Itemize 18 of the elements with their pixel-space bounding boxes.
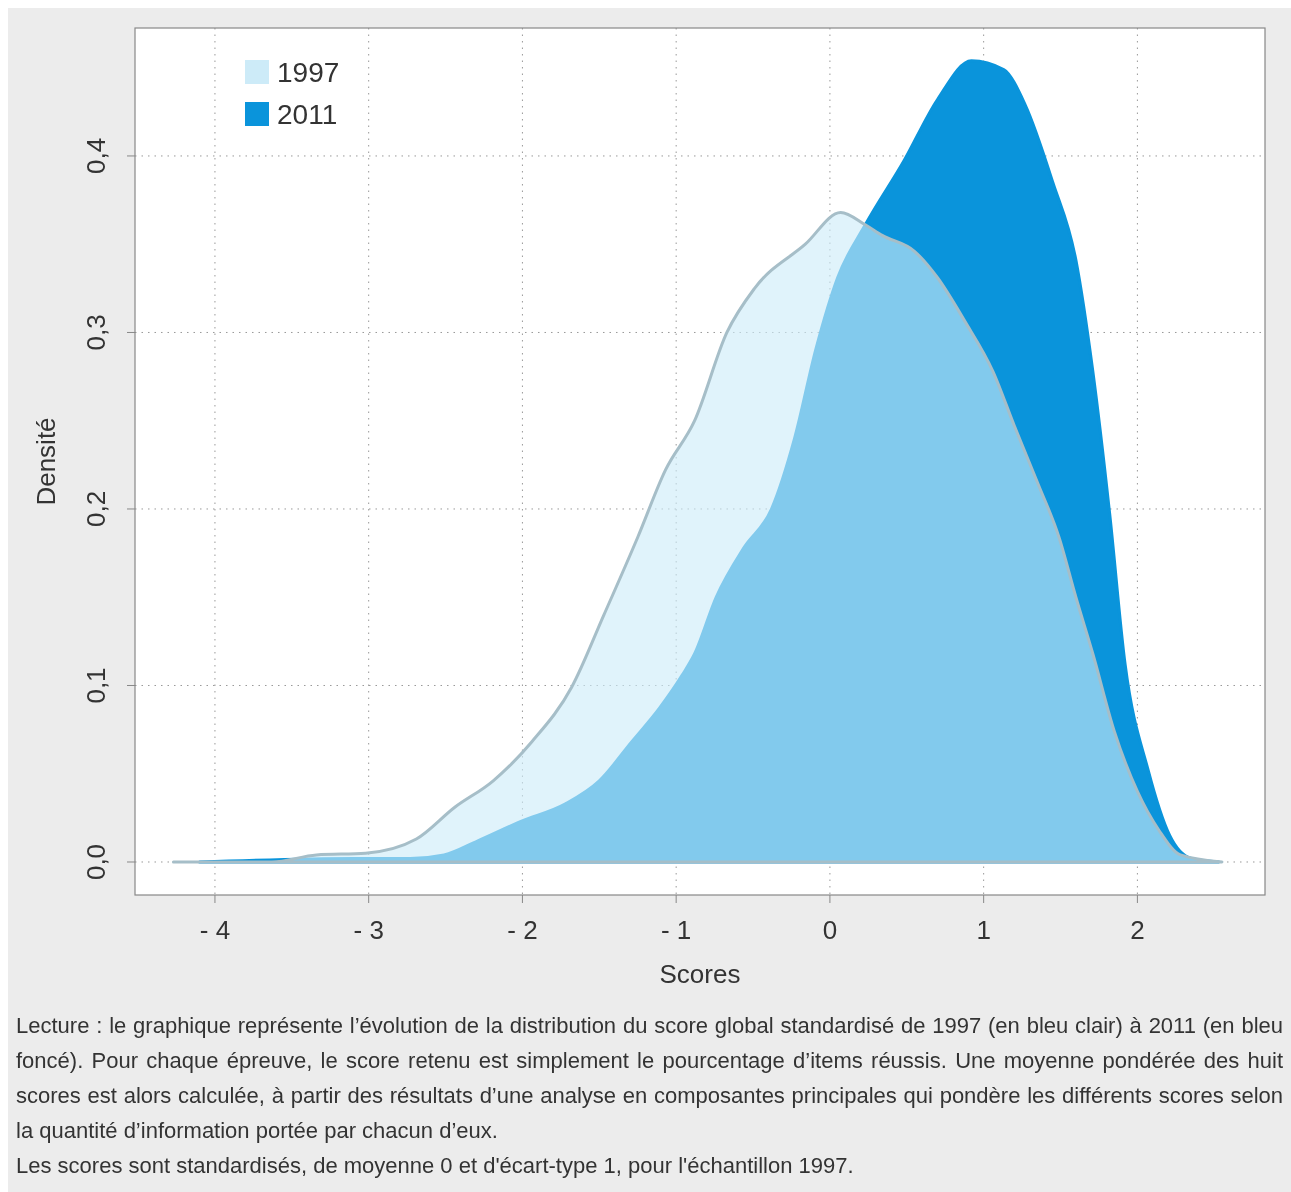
y-axis-title: Densité <box>31 417 61 506</box>
text: Les scores sont standardisés, de moyenne 0 et d'écart-type 1, pour l'échantillon 1997. <box>16 1152 855 1180</box>
y-tick-label: 0,1 <box>81 667 111 704</box>
y-tick-label: 0,2 <box>81 490 111 528</box>
x-tick-label: 1 <box>976 915 991 945</box>
x-axis-title: Scores <box>659 959 741 989</box>
legend-label: 2011 <box>277 99 338 130</box>
y-tick-label: 0,4 <box>81 137 111 175</box>
x-tick-label: 2 <box>1130 915 1145 945</box>
legend-label: 1997 <box>277 57 340 88</box>
x-tick-label: - 1 <box>661 915 692 945</box>
x-tick-label: - 4 <box>199 915 231 945</box>
x-tick-label: - 2 <box>507 915 538 945</box>
y-tick-label: 0,3 <box>81 314 111 351</box>
text: Lecture : le graphique représente l’évolution de la distribution du score global standardisé de 1997 (en bleu clair) à 2011 (en bleu foncé). Pour chaque épreuve, le score retenu est simplement le pourcentage d’items réussis. Une moyenne pondérée des huit scores est alors calculée, à partir des résultats d’une analyse en composantes principales qui pondère les différents scores selon la quantité d’information portée par chacun d’eux. <box>16 1012 1283 1145</box>
x-tick-label: 0 <box>822 915 838 945</box>
y-tick-label: 0,0 <box>81 843 111 881</box>
x-tick-label: - 3 <box>353 915 384 945</box>
